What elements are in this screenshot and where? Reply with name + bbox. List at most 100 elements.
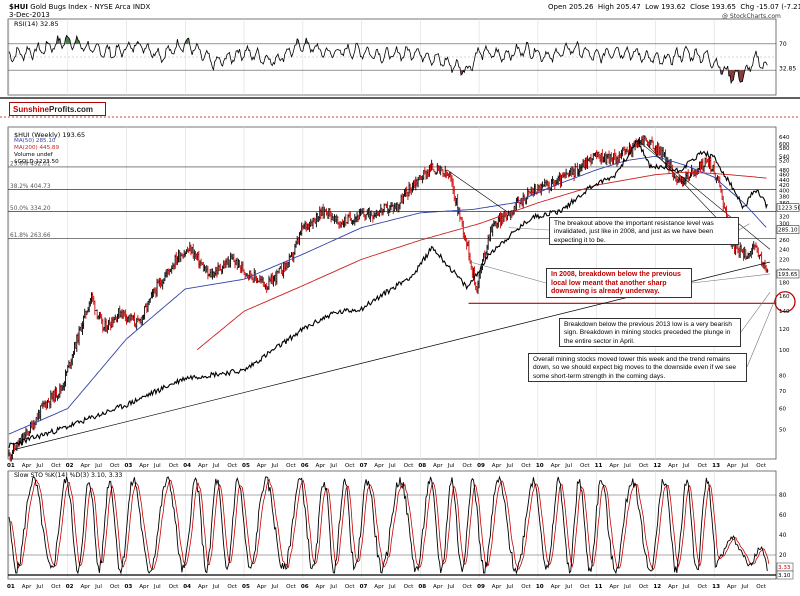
price-tick-label: 240 bbox=[779, 247, 790, 253]
annotation-overall-trend: Overall mining stocks moved lower this w… bbox=[528, 353, 747, 382]
price-x-tick-label: Apr bbox=[492, 463, 502, 469]
stoch-x-tick-label: 07 bbox=[360, 584, 368, 590]
price-x-tick-label: Jul bbox=[329, 463, 337, 469]
price-x-tick-label: Oct bbox=[756, 463, 766, 469]
price-x-tick-label: 13 bbox=[712, 463, 720, 469]
stoch-x-tick-label: Jul bbox=[447, 584, 455, 590]
price-x-tick-label: Apr bbox=[316, 463, 326, 469]
stoch-x-tick-label: 10 bbox=[536, 584, 544, 590]
high-label: High bbox=[598, 3, 614, 11]
stoch-x-tick-label: Apr bbox=[139, 584, 149, 590]
price-x-tick-label: Oct bbox=[345, 463, 355, 469]
symbol: $HUI bbox=[9, 3, 28, 11]
price-x-tick-label: Jul bbox=[623, 463, 631, 469]
price-x-tick-label: Apr bbox=[374, 463, 384, 469]
price-tick-label: 60 bbox=[779, 406, 786, 412]
price-tick-label: 260 bbox=[779, 238, 790, 244]
stoch-x-tick-label: Oct bbox=[521, 584, 531, 590]
price-tick-label: 70 bbox=[779, 389, 786, 395]
stoch-x-tick-label: Jul bbox=[329, 584, 337, 590]
quote-bar: Open 205.26 High 205.47 Low 193.62 Close… bbox=[548, 3, 800, 11]
price-x-tick-label: Oct bbox=[286, 463, 296, 469]
stoch-x-tick-label: Jul bbox=[741, 584, 749, 590]
price-x-tick-label: Apr bbox=[198, 463, 208, 469]
stoch-x-tick-label: Jul bbox=[153, 584, 161, 590]
high-value: 205.47 bbox=[616, 3, 641, 11]
stoch-x-tick-label: Apr bbox=[80, 584, 90, 590]
price-x-tick-label: Oct bbox=[169, 463, 179, 469]
stoch-x-tick-label: Oct bbox=[110, 584, 120, 590]
stoch-x-tick-label: Jul bbox=[682, 584, 690, 590]
price-x-tick-label: Jul bbox=[388, 463, 396, 469]
price-x-tick-label: Apr bbox=[433, 463, 443, 469]
price-x-tick-label: Jul bbox=[270, 463, 278, 469]
price-x-tick-label: Oct bbox=[404, 463, 414, 469]
price-x-tick-label: Jul bbox=[505, 463, 513, 469]
close-value: 193.65 bbox=[711, 3, 736, 11]
price-x-tick-label: Oct bbox=[639, 463, 649, 469]
close-label: Close bbox=[690, 3, 709, 11]
price-tick-label: 380 bbox=[779, 195, 790, 201]
stoch-tick-label: 80 bbox=[779, 493, 787, 499]
price-x-tick-label: Apr bbox=[80, 463, 90, 469]
sunshine-profits-logo: SunshineProfits.com bbox=[9, 102, 106, 116]
annotation-breakout: The breakout above the important resista… bbox=[549, 217, 739, 245]
price-x-tick-label: 06 bbox=[301, 463, 309, 469]
price-tick-label: 50 bbox=[779, 427, 786, 433]
stoch-x-tick-label: 06 bbox=[301, 584, 309, 590]
stoch-x-tick-label: Apr bbox=[374, 584, 384, 590]
price-x-tick-label: Oct bbox=[580, 463, 590, 469]
price-x-tick-label: Oct bbox=[462, 463, 472, 469]
price-tick-label: 320 bbox=[779, 214, 790, 220]
gold-legend: $GOLD 1223.50 bbox=[14, 159, 59, 165]
fib-level-label: 50.0% 334.20 bbox=[10, 206, 51, 212]
stoch-value-label: 3.10 bbox=[778, 573, 791, 579]
price-x-tick-label: 10 bbox=[536, 463, 544, 469]
price-x-tick-label: Apr bbox=[551, 463, 561, 469]
stoch-x-tick-label: Apr bbox=[668, 584, 678, 590]
stoch-x-tick-label: Jul bbox=[388, 584, 396, 590]
low-label: Low bbox=[645, 3, 659, 11]
price-x-tick-label: Apr bbox=[609, 463, 619, 469]
price-x-tick-label: Oct bbox=[51, 463, 61, 469]
ma200-legend: MA(200) 445.89 bbox=[14, 145, 59, 151]
chart-date: 3-Dec-2013 bbox=[9, 11, 50, 19]
stoch-x-tick-label: Jul bbox=[94, 584, 102, 590]
price-x-tick-label: 03 bbox=[125, 463, 133, 469]
price-tick-label: 80 bbox=[779, 373, 786, 379]
brand-part3: .com bbox=[74, 105, 93, 114]
stoch-x-tick-label: 03 bbox=[125, 584, 133, 590]
ma50-legend: MA(50) 285.10 bbox=[14, 138, 56, 144]
stoch-x-tick-label: Apr bbox=[22, 584, 32, 590]
price-x-tick-label: 04 bbox=[183, 463, 191, 469]
stoch-x-tick-label: 05 bbox=[242, 584, 250, 590]
price-tick-label: 580 bbox=[779, 146, 790, 152]
chg-value: -15.07 (-7.21%) bbox=[756, 3, 800, 11]
price-x-tick-label: Oct bbox=[521, 463, 531, 469]
price-value-label: 285.10 bbox=[778, 228, 798, 234]
stoch-tick-label: 40 bbox=[779, 533, 787, 539]
price-x-tick-label: 05 bbox=[242, 463, 250, 469]
price-x-tick-label: 11 bbox=[595, 463, 603, 469]
price-x-tick-label: Jul bbox=[212, 463, 220, 469]
stoch-x-tick-label: Oct bbox=[227, 584, 237, 590]
brand-part2: Profits bbox=[49, 105, 74, 114]
stoch-x-tick-label: Oct bbox=[169, 584, 179, 590]
stoch-x-tick-label: Apr bbox=[551, 584, 561, 590]
stoch-x-tick-label: 08 bbox=[418, 584, 426, 590]
stoch-x-tick-label: Oct bbox=[286, 584, 296, 590]
stoch-x-tick-label: Jul bbox=[270, 584, 278, 590]
stoch-x-tick-label: Jul bbox=[212, 584, 220, 590]
stoch-x-tick-label: Oct bbox=[404, 584, 414, 590]
price-x-tick-label: Apr bbox=[22, 463, 32, 469]
stoch-x-tick-label: Apr bbox=[609, 584, 619, 590]
price-x-tick-label: Oct bbox=[110, 463, 120, 469]
fib-level-label: 61.8% 263.66 bbox=[10, 233, 51, 239]
stoch-tick-label: 60 bbox=[779, 513, 787, 519]
price-x-tick-label: 08 bbox=[418, 463, 426, 469]
price-x-tick-label: 07 bbox=[360, 463, 368, 469]
price-x-tick-label: Oct bbox=[697, 463, 707, 469]
price-x-tick-label: Apr bbox=[727, 463, 737, 469]
stoch-x-tick-label: Oct bbox=[462, 584, 472, 590]
stoch-x-tick-label: Apr bbox=[198, 584, 208, 590]
